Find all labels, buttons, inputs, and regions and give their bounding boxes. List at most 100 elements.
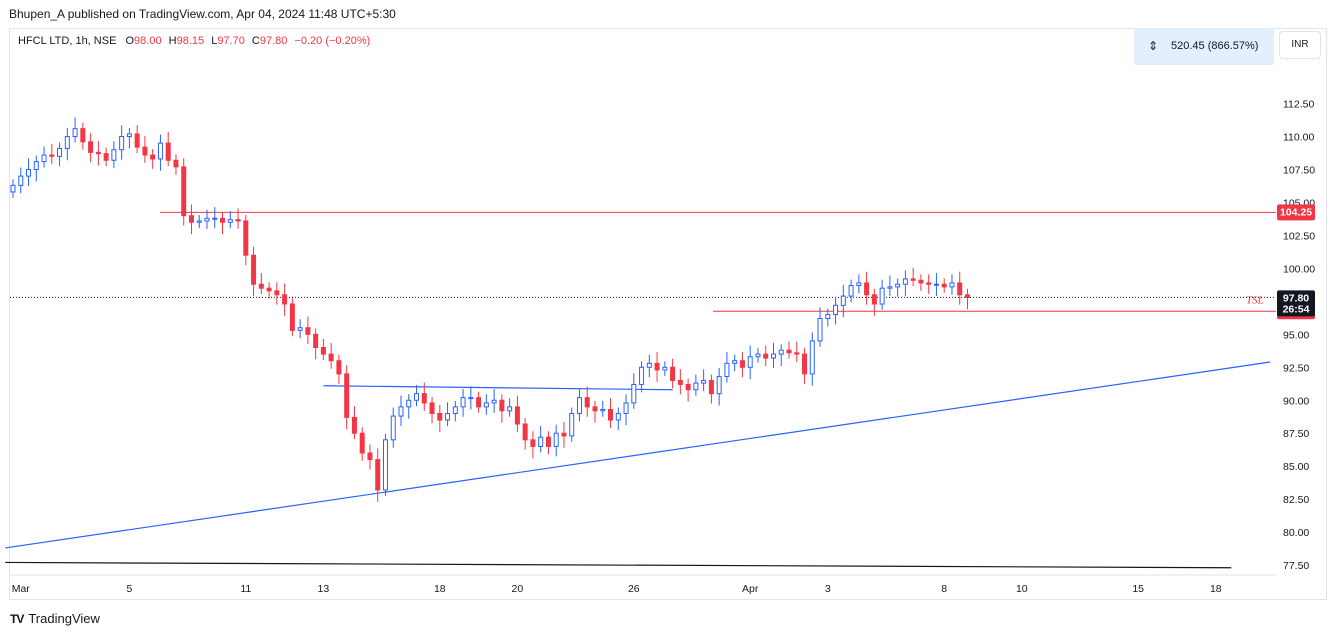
- candle-body[interactable]: [111, 149, 117, 161]
- candle-body[interactable]: [483, 402, 489, 408]
- candle-body[interactable]: [685, 383, 691, 391]
- candle-body[interactable]: [794, 352, 800, 355]
- candle-body[interactable]: [181, 166, 187, 217]
- candle-body[interactable]: [514, 406, 520, 425]
- candle-body[interactable]: [375, 459, 381, 491]
- candle-body[interactable]: [646, 362, 652, 368]
- candle-body[interactable]: [251, 254, 257, 285]
- candle-body[interactable]: [452, 406, 458, 414]
- candle-body[interactable]: [72, 128, 78, 138]
- candle-body[interactable]: [289, 303, 295, 331]
- candle-body[interactable]: [724, 362, 730, 378]
- time-axis[interactable]: Mar 5 11 13 18 20 26 Apr 3 8 10 15 18: [10, 574, 1276, 595]
- candle-body[interactable]: [142, 146, 148, 156]
- candle-body[interactable]: [639, 366, 645, 385]
- candle-body[interactable]: [701, 379, 707, 384]
- candle-body[interactable]: [747, 356, 753, 368]
- candle-body[interactable]: [545, 436, 551, 447]
- candle-body[interactable]: [755, 353, 761, 358]
- candle-body[interactable]: [336, 360, 342, 375]
- tradingview-brand[interactable]: TV TradingView: [10, 611, 100, 626]
- candle-body[interactable]: [538, 436, 544, 447]
- candle-body[interactable]: [445, 412, 451, 421]
- candle-body[interactable]: [460, 397, 466, 408]
- candle-body[interactable]: [10, 184, 16, 193]
- candle-body[interactable]: [879, 287, 885, 305]
- candle-body[interactable]: [631, 383, 637, 404]
- candle-body[interactable]: [406, 399, 412, 408]
- candle-body[interactable]: [491, 399, 497, 404]
- candle-body[interactable]: [662, 366, 668, 371]
- candle-body[interactable]: [367, 452, 373, 461]
- candle-body[interactable]: [266, 287, 272, 292]
- candle-body[interactable]: [530, 439, 536, 447]
- candle-body[interactable]: [414, 393, 420, 401]
- candle-body[interactable]: [26, 169, 32, 177]
- candle-body[interactable]: [825, 314, 831, 320]
- candle-body[interactable]: [840, 295, 846, 306]
- candle-body[interactable]: [188, 215, 194, 223]
- candle-body[interactable]: [476, 397, 482, 408]
- candle-body[interactable]: [592, 406, 598, 412]
- candle-body[interactable]: [670, 366, 676, 381]
- candle-body[interactable]: [809, 340, 815, 375]
- candle-body[interactable]: [817, 318, 823, 342]
- candle-body[interactable]: [258, 283, 264, 289]
- candle-body[interactable]: [786, 349, 792, 354]
- candle-body[interactable]: [522, 423, 528, 441]
- candle-body[interactable]: [313, 333, 319, 349]
- candle-body[interactable]: [918, 279, 924, 284]
- candle-body[interactable]: [716, 376, 722, 395]
- trendline-rising-support[interactable]: [5, 361, 1271, 549]
- candle-body[interactable]: [243, 220, 249, 256]
- candle-body[interactable]: [600, 408, 606, 412]
- candle-body[interactable]: [871, 294, 877, 305]
- candle-body[interactable]: [398, 406, 404, 417]
- candle-body[interactable]: [41, 154, 47, 163]
- candle-body[interactable]: [887, 286, 893, 289]
- candle-body[interactable]: [569, 412, 575, 437]
- candle-body[interactable]: [949, 282, 955, 288]
- candle-body[interactable]: [64, 136, 70, 149]
- candle-body[interactable]: [103, 153, 109, 161]
- candle-body[interactable]: [18, 175, 24, 186]
- candle-body[interactable]: [157, 142, 163, 160]
- candle-body[interactable]: [468, 397, 474, 400]
- candle-body[interactable]: [227, 219, 233, 223]
- candle-body[interactable]: [957, 282, 963, 296]
- candle-body[interactable]: [359, 432, 365, 454]
- candle-body[interactable]: [196, 220, 202, 223]
- candle-body[interactable]: [165, 142, 171, 161]
- candle-body[interactable]: [615, 412, 621, 421]
- candle-body[interactable]: [933, 283, 939, 286]
- candle-body[interactable]: [708, 379, 714, 395]
- candle-body[interactable]: [328, 353, 334, 362]
- candle-body[interactable]: [584, 397, 590, 408]
- candle-body[interactable]: [150, 154, 156, 160]
- trendline-long-term-line[interactable]: [5, 561, 1232, 569]
- candle-body[interactable]: [421, 393, 427, 404]
- candle-body[interactable]: [437, 412, 443, 421]
- candle-body[interactable]: [553, 432, 559, 447]
- candle-body[interactable]: [204, 217, 210, 222]
- candle-body[interactable]: [739, 360, 745, 368]
- candle-body[interactable]: [33, 161, 39, 171]
- candle-body[interactable]: [770, 353, 776, 359]
- candle-body[interactable]: [119, 136, 125, 151]
- candle-body[interactable]: [134, 133, 140, 148]
- candle-body[interactable]: [382, 439, 388, 491]
- candle-body[interactable]: [964, 294, 970, 298]
- candle-body[interactable]: [390, 415, 396, 441]
- candle-body[interactable]: [57, 147, 63, 157]
- measure-label[interactable]: ⇕ 520.45 (866.57%): [1134, 28, 1274, 65]
- candle-body[interactable]: [80, 128, 86, 143]
- candle-body[interactable]: [320, 347, 326, 355]
- candle-body[interactable]: [561, 432, 567, 437]
- candle-body[interactable]: [499, 399, 505, 412]
- candle-body[interactable]: [282, 294, 288, 305]
- candle-body[interactable]: [608, 408, 614, 421]
- candle-body[interactable]: [895, 283, 901, 288]
- candle-body[interactable]: [274, 290, 280, 296]
- candle-body[interactable]: [507, 406, 513, 412]
